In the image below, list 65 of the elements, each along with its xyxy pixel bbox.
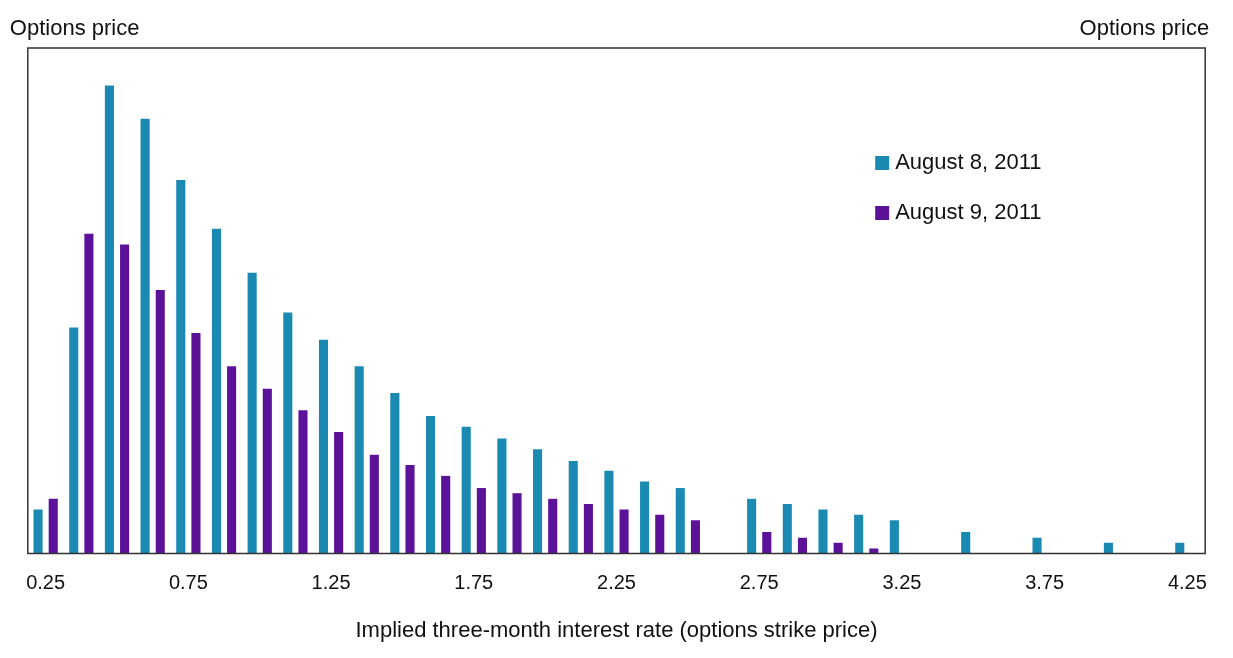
x-tick-label: 2.75 [739, 571, 779, 594]
x-tick-label: 1.75 [454, 571, 494, 594]
bar [140, 118, 150, 554]
y-axis-title: Options price [9, 15, 140, 41]
bar [176, 180, 186, 554]
bar [84, 233, 94, 554]
x-tick-label: 2.25 [597, 571, 636, 594]
bar [155, 290, 165, 554]
bar [227, 366, 237, 554]
bar [690, 520, 700, 554]
bar [1103, 542, 1113, 554]
bar [425, 415, 436, 554]
bar [640, 481, 650, 554]
bar [476, 488, 486, 554]
bar [782, 503, 792, 554]
bar [354, 366, 364, 554]
bar [211, 228, 222, 554]
x-tick-label: 3.25 [882, 571, 922, 594]
bar [390, 393, 400, 554]
bar [318, 339, 329, 554]
bar [262, 388, 272, 554]
bar [961, 532, 971, 554]
legend-label: August 8, 2011 [895, 149, 1042, 175]
y2-axis-title: Options price [1079, 15, 1210, 41]
bar [497, 438, 507, 554]
bar [405, 465, 415, 554]
bar [69, 327, 79, 554]
bar [48, 498, 58, 554]
bar [747, 498, 757, 554]
bar [1032, 537, 1042, 554]
bar [191, 333, 201, 554]
bar [33, 509, 43, 554]
bar [548, 498, 558, 554]
bar [298, 410, 308, 554]
bar [533, 449, 543, 554]
bar [604, 470, 614, 554]
x-tick-label: 0.25 [26, 571, 66, 594]
bar [833, 542, 843, 554]
bar [675, 488, 685, 554]
x-tick-label: 4.25 [1167, 571, 1207, 594]
bar [283, 312, 293, 554]
bar [854, 514, 864, 554]
bar [512, 493, 522, 554]
bar [461, 426, 471, 554]
bar [120, 244, 130, 554]
bar [869, 548, 879, 554]
bar [369, 454, 379, 554]
bar [441, 475, 451, 554]
bar [818, 509, 828, 554]
bar [583, 503, 593, 554]
legend-label: August 9, 2011 [895, 199, 1042, 225]
x-tick-label: 3.75 [1025, 571, 1065, 594]
x-tick-label: 0.75 [168, 571, 208, 594]
bar [334, 431, 344, 554]
bar [619, 509, 629, 554]
x-axis-title: Implied three-month interest rate (options strike price) [355, 616, 878, 642]
bar [797, 537, 808, 554]
bar [247, 272, 257, 554]
bar [1175, 542, 1185, 554]
bar [568, 460, 578, 554]
bar [104, 85, 114, 554]
bar [889, 520, 899, 554]
bar [655, 514, 665, 554]
x-tick-label: 1.25 [311, 571, 351, 594]
bar [762, 532, 772, 554]
